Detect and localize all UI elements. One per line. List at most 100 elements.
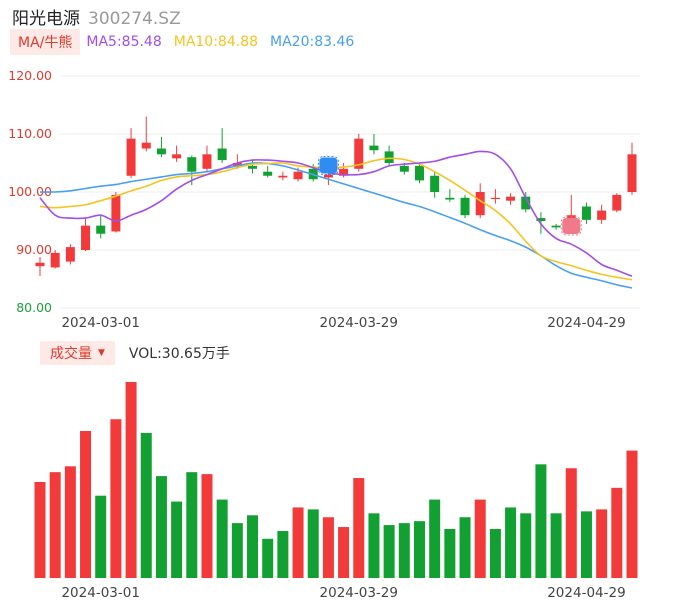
volume-label: 成交量: [50, 346, 92, 362]
volume-bar: [277, 530, 289, 578]
stock-code: 300274.SZ: [88, 9, 181, 29]
volume-bar: [565, 468, 577, 578]
candle: [278, 171, 288, 181]
red-badge-icon: [560, 216, 582, 236]
volume-bar: [34, 481, 46, 578]
candle: [551, 223, 561, 230]
volume-bar: [171, 501, 183, 578]
badge-bg: [319, 157, 338, 174]
candle-body: [263, 171, 273, 176]
volume-bar: [398, 523, 410, 578]
candle: [384, 145, 394, 166]
candle-body: [156, 148, 166, 155]
volume-bar: [201, 474, 213, 578]
candle-body: [536, 218, 546, 221]
volume-bar: [353, 478, 365, 578]
volume-bar: [80, 431, 92, 578]
x-tick-label: 2024-04-29: [547, 315, 625, 331]
candle: [506, 193, 516, 205]
volume-bar: [110, 419, 122, 578]
candle: [217, 128, 227, 163]
volume-bar: [459, 517, 471, 578]
stock-name: 阳光电源: [12, 9, 80, 29]
volume-bar: [505, 507, 517, 578]
candle-body: [126, 138, 136, 176]
candle-body: [248, 165, 258, 169]
volume-bar: [186, 472, 198, 578]
candle: [50, 250, 60, 269]
candle-body: [430, 175, 440, 192]
volume-bar: [611, 487, 623, 578]
blue-badge-icon: [317, 156, 339, 175]
candle-body: [354, 138, 364, 169]
volume-bar: [383, 525, 395, 578]
candle-body: [369, 145, 379, 151]
candlestick-series: [35, 116, 637, 277]
event-markers: [317, 156, 582, 236]
caret-down-icon: ▼: [98, 348, 105, 358]
candle-body: [278, 175, 288, 178]
volume-bar: [535, 464, 547, 578]
candle: [202, 145, 212, 172]
x-tick-label: 2024-03-29: [320, 585, 398, 601]
volume-bar: [429, 499, 441, 578]
candle-body: [414, 165, 424, 181]
date-axis-price: 2024-03-01 2024-03-29 2024-04-29: [61, 315, 625, 331]
date-axis-volume: 2024-03-01 2024-03-29 2024-04-29: [61, 585, 625, 601]
volume-bar: [596, 509, 608, 578]
candle: [111, 192, 121, 233]
volume-bar: [231, 523, 243, 578]
volume-bar: [338, 527, 350, 578]
volume-indicator-selector[interactable]: 成交量 ▼: [40, 341, 115, 365]
volume-bar: [247, 515, 259, 578]
candle: [141, 116, 151, 152]
ma10-value: MA10:84.88: [173, 34, 259, 50]
volume-bar: [125, 382, 137, 578]
volume-bar: [474, 499, 486, 578]
volume-bar: [322, 517, 334, 578]
volume-bar: [262, 538, 274, 578]
candle-body: [50, 252, 60, 268]
y-tick-label: 120.00: [8, 68, 52, 83]
candle-body: [111, 194, 121, 232]
candle-body: [384, 151, 394, 163]
candle: [81, 218, 91, 252]
candle-body: [96, 225, 106, 234]
ma-indicator-selector[interactable]: MA/牛熊: [10, 29, 81, 55]
candle-body: [217, 148, 227, 161]
candle: [96, 215, 106, 239]
candle-body: [339, 168, 349, 176]
volume-bars: [34, 382, 638, 578]
x-tick-label: 2024-03-01: [61, 315, 139, 331]
candle: [490, 189, 500, 204]
candle-body: [612, 194, 622, 211]
badge-border: [317, 156, 339, 175]
y-tick-label: 80.00: [16, 300, 52, 315]
candle-body: [521, 196, 531, 210]
candle: [126, 128, 136, 179]
candle: [35, 256, 45, 277]
candle-body: [399, 165, 409, 172]
volume-bar: [140, 432, 152, 578]
volume-bar: [413, 521, 425, 578]
candle-body: [460, 197, 470, 216]
volume-bar: [580, 511, 592, 578]
candle: [65, 244, 75, 265]
volume-bar: [444, 529, 456, 578]
badge-border: [560, 216, 582, 236]
candle: [581, 202, 591, 224]
ma5-line: [39, 150, 633, 277]
x-tick-label: 2024-03-01: [61, 585, 139, 601]
candle-body: [172, 154, 182, 159]
volume-bar: [49, 472, 61, 578]
volume-bar: [368, 513, 380, 578]
ma5-value: MA5:85.48: [86, 34, 162, 50]
candle-body: [506, 196, 516, 201]
candle-body: [581, 206, 591, 220]
volume-bar: [626, 450, 638, 578]
candle-body: [65, 247, 75, 262]
candle-body: [202, 154, 212, 169]
y-tick-label: 110.00: [8, 126, 52, 141]
candle: [612, 193, 622, 213]
